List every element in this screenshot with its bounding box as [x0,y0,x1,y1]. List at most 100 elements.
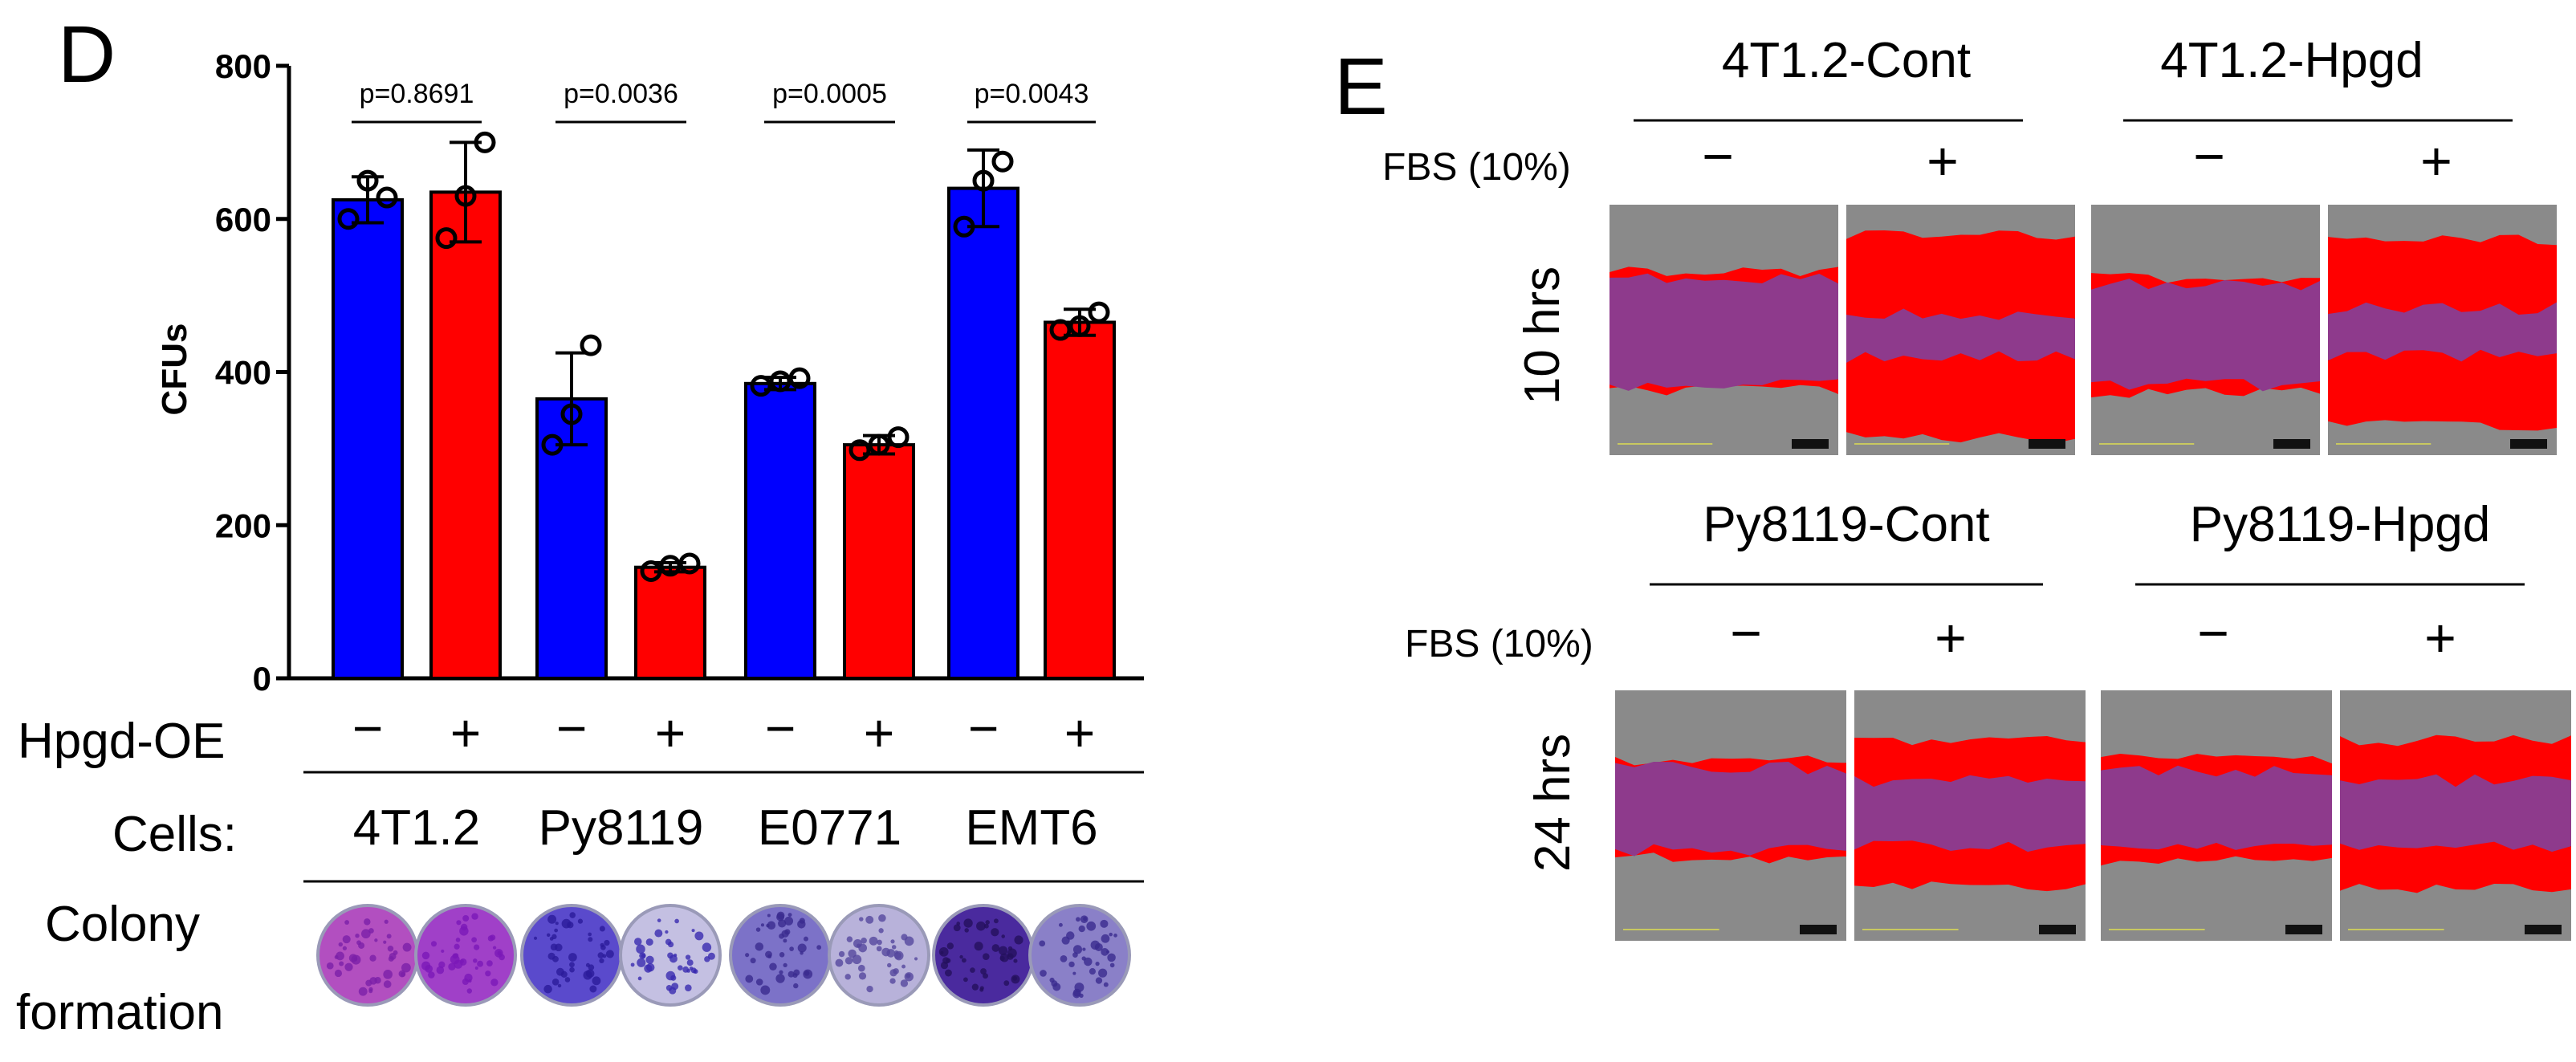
colony-spot-EMT6-0-37 [983,953,990,960]
time-label-24hrs: 24 hrs [1525,734,1581,872]
colony-spot-Py8119-0-31 [547,914,557,924]
colony-spot-EMT6-0-34 [993,918,999,924]
colony-spot-E0771-0-4 [816,945,822,950]
colony-spot-4T1.2-1-34 [477,960,484,967]
cell-line-labels: 4T1.2 Py8119 E0771 EMT6 [303,800,1144,883]
colony-spot-E0771-0-33 [767,913,771,918]
y-tick-label-0: 0 [253,660,271,698]
bar-E0771-0 [744,381,816,680]
colony-spot-4T1.2-1-29 [448,962,456,970]
colony-spot-E0771-0-35 [800,951,804,955]
colony-spot-Py8119-1-24 [685,984,692,991]
colony-spot-4T1.2-0-26 [364,918,371,926]
colony-spot-E0771-1-19 [904,936,914,946]
colony-spot-EMT6-1-14 [1113,934,1117,938]
data-point-4T1.2-1-1 [454,185,477,207]
colony-spot-4T1.2-1-28 [492,946,497,950]
cell-label-Py8119: Py8119 [539,800,704,856]
wound-gap-t2 [1846,308,2075,364]
colony-spot-E0771-0-38 [783,938,787,943]
pvalue-Py8119: p=0.0036 [564,79,678,109]
colony-spot-EMT6-0-39 [998,946,1008,955]
colony-spot-4T1.2-0-29 [361,929,371,939]
data-point-EMT6-1-1 [1068,315,1091,337]
colony-spot-E0771-0-16 [750,958,756,964]
colony-spot-E0771-1-35 [881,947,891,957]
colony-spot-EMT6-1-30 [1089,968,1096,975]
data-point-Py8119-1-0 [640,559,662,582]
colony-spot-E0771-0-0 [797,943,807,953]
colony-spot-Py8119-1-3 [678,965,683,970]
colony-spot-4T1.2-0-17 [356,940,361,946]
y-tick-label-1: 200 [215,507,271,544]
wound-healing-images [1609,205,2571,941]
wound-gap-b2 [1854,775,2086,852]
colony-spot-Py8119-0-38 [555,922,559,926]
colony-spot-Py8119-1-7 [654,929,663,938]
colony-spot-E0771-0-21 [783,962,787,968]
colony-spot-E0771-1-10 [858,972,867,980]
colony-spot-E0771-1-13 [901,964,906,969]
hpgd-minus-4T1.2: − [352,698,384,758]
colony-spot-Py8119-1-31 [637,976,642,981]
colony-spot-EMT6-0-1 [959,954,963,959]
colony-spot-E0771-1-36 [894,950,899,955]
fbs-plus-top-1: + [1927,131,1959,192]
colony-spot-4T1.2-0-3 [344,962,353,971]
colony-spot-4T1.2-1-17 [436,966,445,975]
colony-spot-Py8119-1-17 [639,952,646,959]
colony-spot-Py8119-1-10 [630,962,635,967]
colony-spot-Py8119-0-37 [600,942,604,947]
data-point-E0771-0-1 [769,370,792,393]
colony-spot-EMT6-0-27 [991,928,999,937]
colony-spot-E0771-0-31 [776,911,785,920]
colony-spot-EMT6-1-8 [1082,947,1086,951]
data-point-EMT6-1-2 [1088,301,1110,323]
colony-spot-4T1.2-0-24 [358,987,368,996]
colony-spot-E0771-0-29 [784,916,794,926]
colony-spot-Py8119-0-18 [569,912,576,918]
data-point-EMT6-0-0 [953,215,975,238]
colony-spot-E0771-0-36 [781,930,789,938]
colony-spot-Py8119-1-25 [645,938,653,946]
colony-spot-4T1.2-0-36 [344,920,350,925]
colony-spot-EMT6-1-0 [1095,961,1100,966]
colony-spot-4T1.2-0-35 [383,980,392,988]
colony-spot-Py8119-0-13 [551,979,560,986]
colony-spot-Py8119-0-39 [569,966,575,973]
colony-spot-4T1.2-0-37 [374,938,378,942]
hpgd-minus-Py8119: − [556,698,588,758]
colony-spot-EMT6-0-4 [983,973,988,979]
colony-spot-4T1.2-0-12 [342,946,348,950]
colony-spot-E0771-0-12 [755,942,764,951]
scale-bar-b1 [1800,925,1837,934]
colony-spot-Py8119-1-8 [645,955,654,964]
colony-spot-EMT6-1-15 [1076,917,1080,922]
colony-spot-Py8119-1-28 [707,952,715,960]
colony-spot-E0771-0-30 [755,979,763,986]
scale-bar-t1 [1792,439,1829,449]
colony-spot-E0771-0-19 [787,970,795,978]
colony-spot-E0771-1-11 [890,939,895,944]
colony-spot-Py8119-0-22 [543,984,552,994]
colony-spot-EMT6-1-4 [1101,947,1109,956]
fbs-minus-bottom-2: − [2197,603,2229,664]
colony-spot-Py8119-0-4 [599,926,605,932]
colony-spot-Py8119-0-36 [551,934,557,940]
colony-spot-Py8119-1-19 [657,918,661,922]
colony-spot-EMT6-0-29 [945,969,952,977]
group-label-py-cont: Py8119-Cont [1703,497,1989,552]
colony-spot-EMT6-0-36 [940,961,949,970]
bar-chart: 0 200 400 600 800 CFUs p=0.8691 p=0.0036 p=0.0… [155,47,1144,698]
colony-spot-E0771-0-3 [778,919,787,928]
colony-spot-E0771-0-25 [745,953,750,958]
colony-spot-Py8119-0-34 [533,936,538,940]
data-point-4T1.2-1-2 [474,131,496,153]
colony-spot-4T1.2-0-15 [386,934,392,939]
fbs-minus-top-1: − [1702,126,1734,187]
bars [332,131,1116,681]
group-label-py-hpgd: Py8119-Hpgd [2190,497,2491,552]
colony-spot-4T1.2-0-23 [368,989,373,994]
colony-spot-E0771-0-14 [766,923,770,928]
cell-label-EMT6: EMT6 [965,800,1097,856]
